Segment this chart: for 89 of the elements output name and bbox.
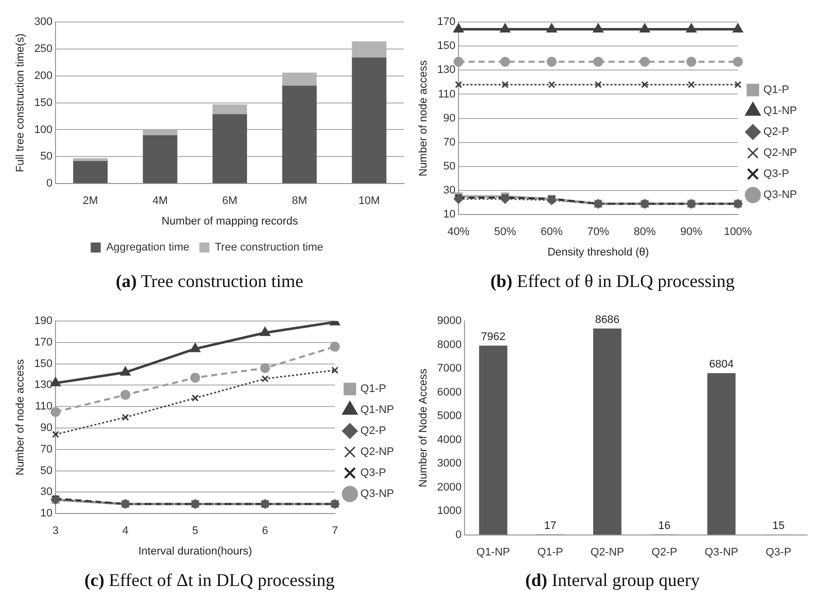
y-tick-label: 130	[34, 379, 52, 392]
y-tick-label: 200	[34, 70, 52, 82]
legend-label: Q3-NP	[360, 488, 394, 500]
x-tick-label: 100%	[723, 226, 752, 238]
x-tick-label: 90%	[680, 226, 702, 238]
y-tick-label: 0	[46, 178, 52, 190]
y-tick-label: 110	[34, 400, 52, 413]
y-tick-label: 150	[34, 358, 52, 370]
y-tick-label: 8000	[436, 338, 462, 351]
y-tick-label: 170	[436, 16, 456, 28]
x-tick-label: Q3-NP	[704, 546, 738, 558]
text: (d) Interval group query	[525, 570, 700, 591]
x-tick-label: 60%	[540, 226, 562, 238]
y-tick-label: 70	[40, 443, 52, 456]
x-tick-label: 80%	[633, 226, 656, 238]
y-tick-label: 90	[442, 112, 456, 124]
y-tick-label: 9000	[436, 315, 462, 328]
y-tick-label: 7000	[436, 362, 462, 375]
x-tick-label: 70%	[586, 226, 609, 238]
y-axis-title: Number of node access	[14, 358, 26, 476]
data-label: 8686	[594, 314, 620, 326]
data-label: 16	[658, 520, 670, 532]
y-tick-label: 10	[442, 208, 456, 221]
y-tick-label: 50	[442, 160, 456, 172]
x-tick-label: 7	[331, 525, 338, 538]
y-tick-label: 110	[438, 88, 456, 100]
x-tick-label: 5	[192, 525, 198, 538]
x-tick-label: 6	[261, 525, 268, 538]
legend-label: Q3-P	[762, 168, 789, 180]
x-tick-label: Q3-P	[765, 546, 791, 558]
y-tick-label: 5000	[436, 410, 462, 422]
y-axis-title: Number of Node Access	[417, 368, 430, 488]
legend-label: Q3-P	[360, 467, 386, 480]
y-tick-label: 250	[34, 42, 52, 55]
y-tick-label: 0	[455, 528, 462, 541]
x-axis-title: Interval duration(hours)	[138, 545, 252, 558]
y-tick-label: 300	[34, 16, 52, 28]
y-tick-label: 3000	[436, 458, 462, 470]
x-tick-label: Q1-P	[536, 546, 563, 558]
y-tick-label: 10	[40, 508, 52, 520]
y-tick-label: 130	[436, 64, 456, 76]
legend-label: Tree construction time	[214, 242, 323, 254]
legend-label: Aggregation time	[106, 242, 189, 254]
x-tick-label: 10M	[358, 195, 380, 208]
legend-label: Q2-NP	[360, 446, 394, 458]
data-label: 7962	[480, 331, 505, 344]
legend-label: Q1-P	[360, 383, 386, 396]
y-axis-title: Full tree construction time(s)	[14, 33, 26, 172]
legend-label: Q1-NP	[762, 105, 797, 118]
data-label: 15	[772, 520, 784, 532]
x-tick-label: Q1-NP	[476, 546, 510, 558]
y-tick-label: 150	[34, 96, 52, 109]
y-tick-label: 90	[40, 422, 52, 434]
x-tick-label: 2M	[82, 195, 98, 208]
y-tick-label: 4000	[436, 434, 462, 446]
y-tick-label: 150	[436, 40, 456, 52]
y-tick-label: 190	[34, 315, 52, 328]
x-tick-label: 8M	[291, 195, 307, 208]
x-tick-label: 50%	[494, 226, 516, 238]
x-tick-label: 40%	[447, 226, 470, 238]
x-tick-label: Q2-P	[651, 546, 677, 558]
legend-label: Q1-NP	[360, 404, 394, 416]
y-tick-label: 100	[34, 124, 52, 136]
x-axis-title: Number of mapping records	[161, 215, 298, 228]
text: (a) Tree construction time	[116, 271, 304, 292]
legend-label: Q2-NP	[762, 147, 797, 160]
x-axis-title: Density threshold (θ)	[546, 246, 648, 258]
y-tick-label: 50	[40, 150, 52, 163]
y-tick-label: 30	[442, 184, 456, 197]
data-label: 6804	[708, 358, 734, 371]
x-tick-label: 4	[122, 525, 128, 538]
legend-label: Q2-P	[360, 425, 386, 438]
y-tick-label: 1000	[436, 505, 462, 518]
y-tick-label: 6000	[436, 386, 462, 398]
y-tick-label: 30	[40, 486, 52, 498]
x-tick-label: Q2-NP	[590, 546, 624, 558]
text: (b) Effect of θ in DLQ processing	[490, 271, 735, 292]
x-tick-label: 3	[52, 525, 58, 538]
data-label: 17	[544, 520, 556, 532]
text: (c) Effect of Δt in DLQ processing	[84, 570, 335, 591]
y-axis-title: Number of node access	[417, 60, 430, 176]
y-tick-label: 170	[34, 336, 52, 348]
y-tick-label: 50	[40, 464, 52, 477]
legend-label: Q1-P	[762, 84, 789, 96]
legend-label: Q2-P	[762, 126, 789, 138]
x-tick-label: 4M	[152, 195, 168, 208]
y-tick-label: 2000	[436, 481, 462, 494]
x-tick-label: 6M	[222, 195, 237, 208]
y-tick-label: 70	[442, 136, 456, 148]
